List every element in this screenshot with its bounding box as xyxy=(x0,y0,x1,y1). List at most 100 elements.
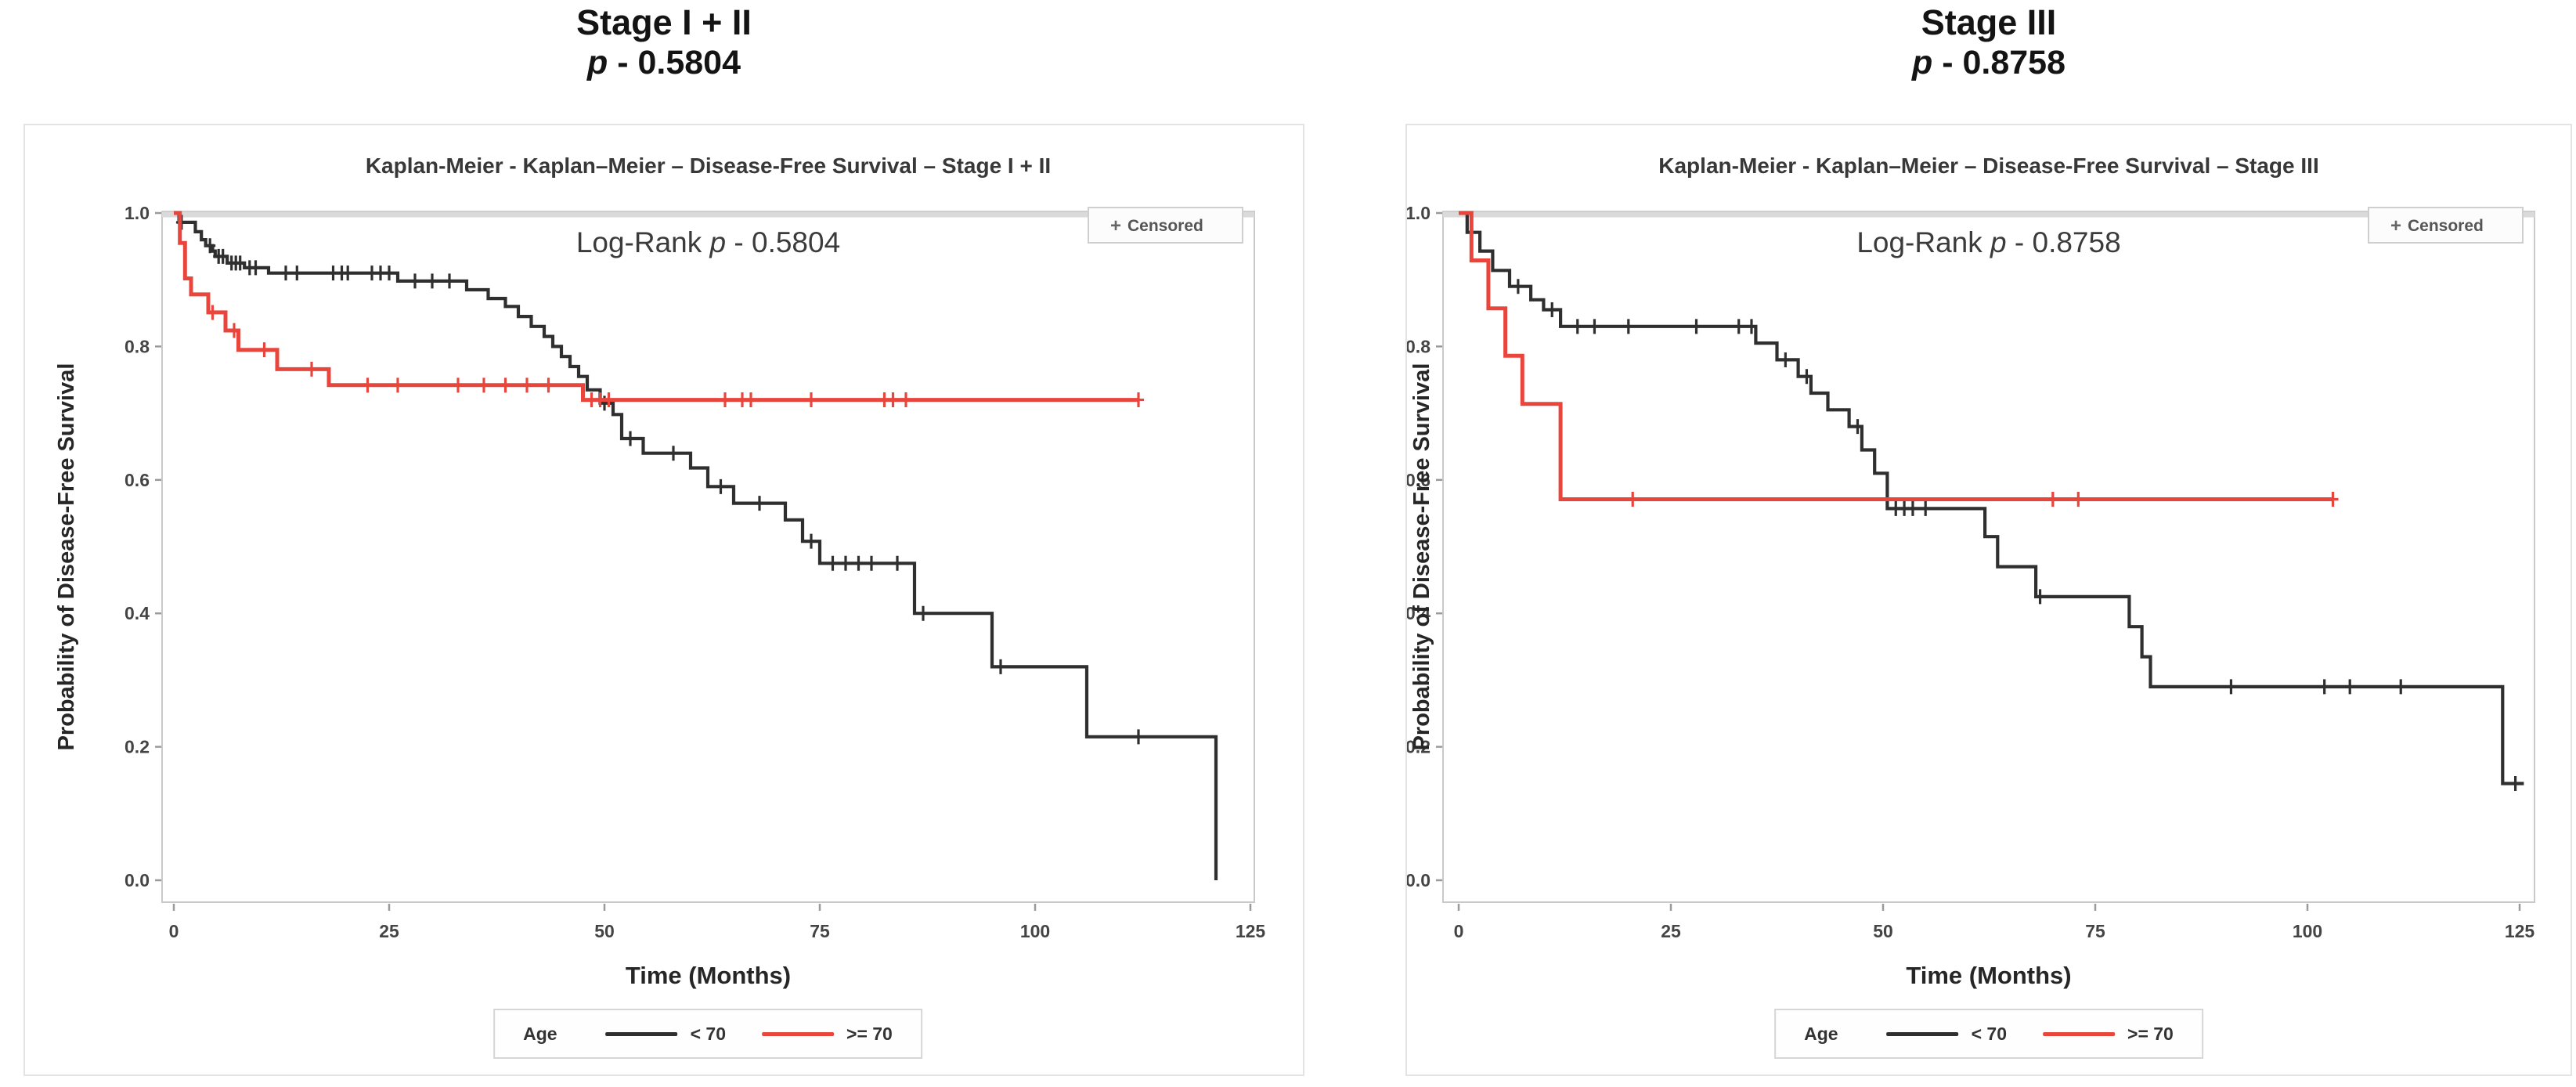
censor-mark xyxy=(1801,369,1813,385)
censor-mark xyxy=(720,392,731,408)
censor-mark xyxy=(207,305,218,320)
p-value: - 0.8758 xyxy=(1932,44,2065,82)
censor-mark xyxy=(204,238,216,254)
x-tick-label: 25 xyxy=(1661,921,1681,941)
censor-mark xyxy=(603,392,615,408)
censor-mark xyxy=(754,496,765,511)
censor-mark xyxy=(900,392,911,408)
y-axis: 0.0 0.2 0.4 0.6 0.8 1.0 xyxy=(1407,203,1442,890)
censor-mark xyxy=(453,377,464,393)
censor-mark xyxy=(258,342,270,358)
km-panel-stage-3: Kaplan-Meier - Kaplan–Meier – Disease-Fr… xyxy=(1405,124,2572,1076)
censored-label: Censored xyxy=(1127,217,1203,235)
censor-mark xyxy=(362,377,373,393)
y-tick-label: 1.0 xyxy=(124,203,150,223)
header-title: Stage III xyxy=(1921,2,2057,42)
y-axis-title: Probability of Disease-Free Survival xyxy=(1409,363,1434,751)
x-axis: 0 25 50 75 100 125 xyxy=(1454,904,2535,941)
ge70-label: >= 70 xyxy=(846,1023,893,1044)
km-curve-lt70 xyxy=(1459,211,2524,785)
p-symbol: p xyxy=(1911,44,1933,82)
censor-mark xyxy=(887,392,899,408)
x-tick-label: 0 xyxy=(169,921,179,941)
censor-mark xyxy=(668,446,679,461)
censor-mark xyxy=(853,555,864,571)
censor-mark xyxy=(806,392,817,408)
censor-mark xyxy=(1690,319,1702,334)
censor-mark xyxy=(478,377,489,393)
header-stage-3: Stage III p - 0.8758 xyxy=(1405,2,2572,83)
censored-box xyxy=(1088,207,1243,244)
censor-mark xyxy=(2073,492,2084,507)
km-censors-lt70 xyxy=(1512,279,2521,791)
legend-title: Age xyxy=(1804,1023,1838,1044)
y-tick-label: 0.6 xyxy=(124,470,150,490)
censor-mark xyxy=(280,265,291,281)
censor-mark xyxy=(745,392,756,408)
censor-mark xyxy=(229,323,240,338)
censor-mark xyxy=(840,555,851,571)
censor-mark xyxy=(2344,679,2356,695)
lt70-line-swatch xyxy=(605,1031,678,1036)
censored-label: Censored xyxy=(2408,217,2484,235)
p-symbol: p xyxy=(586,44,608,82)
censor-mark xyxy=(1907,500,1918,516)
x-axis-title: Time (Months) xyxy=(1906,962,2071,989)
censor-mark xyxy=(866,555,877,571)
ge70-label: >= 70 xyxy=(2127,1023,2174,1044)
censor-mark xyxy=(1571,319,1583,334)
censor-mark xyxy=(250,260,262,276)
censor-mark xyxy=(384,265,395,281)
age-legend: Age < 70 >= 70 xyxy=(1774,1009,2203,1059)
km-censors-ge70 xyxy=(207,305,1144,408)
y-tick-label: 0.6 xyxy=(1407,470,1431,490)
censor-mark xyxy=(2225,679,2237,695)
km-plot-stage-1-2: 0.0 0.2 0.4 0.6 0.8 1.0 Probability of Disease… xyxy=(54,203,1266,989)
censor-mark xyxy=(2509,775,2521,791)
age-legend: Age < 70 >= 70 xyxy=(493,1009,922,1059)
header-title: Stage I + II xyxy=(576,2,752,42)
censor-mark xyxy=(827,555,839,571)
censor-mark xyxy=(1745,319,1757,334)
x-tick-label: 50 xyxy=(594,921,615,941)
censor-mark xyxy=(806,533,817,549)
y-tick-label: 1.0 xyxy=(1407,203,1431,223)
km-panel-stage-1-2: Kaplan-Meier - Kaplan–Meier – Disease-Fr… xyxy=(23,124,1304,1076)
x-tick-label: 125 xyxy=(1236,921,1266,941)
km-plot-stage-3: 0.0 0.2 0.4 0.6 0.8 1.0 Probability of Disease… xyxy=(1407,203,2535,989)
log-rank-annotation: Log-Rank p - 0.5804 xyxy=(576,226,840,258)
header-stage-1-2: Stage I + II p - 0.5804 xyxy=(23,2,1304,83)
censor-mark xyxy=(1622,319,1634,334)
plot-frame xyxy=(161,211,1255,903)
x-axis: 0 25 50 75 100 125 xyxy=(169,904,1266,941)
censor-mark xyxy=(234,255,246,271)
x-tick-label: 100 xyxy=(2293,921,2322,941)
censor-mark xyxy=(342,265,354,281)
header-pvalue: p - 0.8758 xyxy=(1405,43,2572,83)
censor-mark xyxy=(2034,589,2046,605)
y-tick-label: 0.2 xyxy=(1407,737,1431,757)
censor-mark xyxy=(1733,319,1744,334)
lt70-label: < 70 xyxy=(690,1023,727,1044)
chart-title: Kaplan-Meier - Kaplan–Meier – Disease-Fr… xyxy=(1658,153,2319,178)
y-tick-label: 0.8 xyxy=(1407,336,1431,356)
km-curve-ge70 xyxy=(174,211,1138,403)
censor-mark xyxy=(1920,500,1932,516)
censor-mark xyxy=(918,605,929,621)
censored-legend: + Censored xyxy=(2368,207,2524,244)
censor-mark xyxy=(1780,352,1791,367)
censor-mark xyxy=(625,431,636,446)
legend-title: Age xyxy=(523,1023,557,1044)
x-axis-title: Time (Months) xyxy=(626,962,791,989)
x-tick-label: 25 xyxy=(379,921,399,941)
censor-mark xyxy=(2327,492,2339,507)
y-axis: 0.0 0.2 0.4 0.6 0.8 1.0 xyxy=(124,203,161,890)
censor-mark xyxy=(1546,302,1558,318)
y-tick-label: 0.4 xyxy=(1407,603,1431,623)
censor-mark xyxy=(500,377,511,393)
censored-legend: + Censored xyxy=(1088,207,1243,244)
censor-mark xyxy=(444,273,455,289)
km-curve-ge70 xyxy=(1459,211,2333,501)
censored-box xyxy=(2368,207,2524,244)
